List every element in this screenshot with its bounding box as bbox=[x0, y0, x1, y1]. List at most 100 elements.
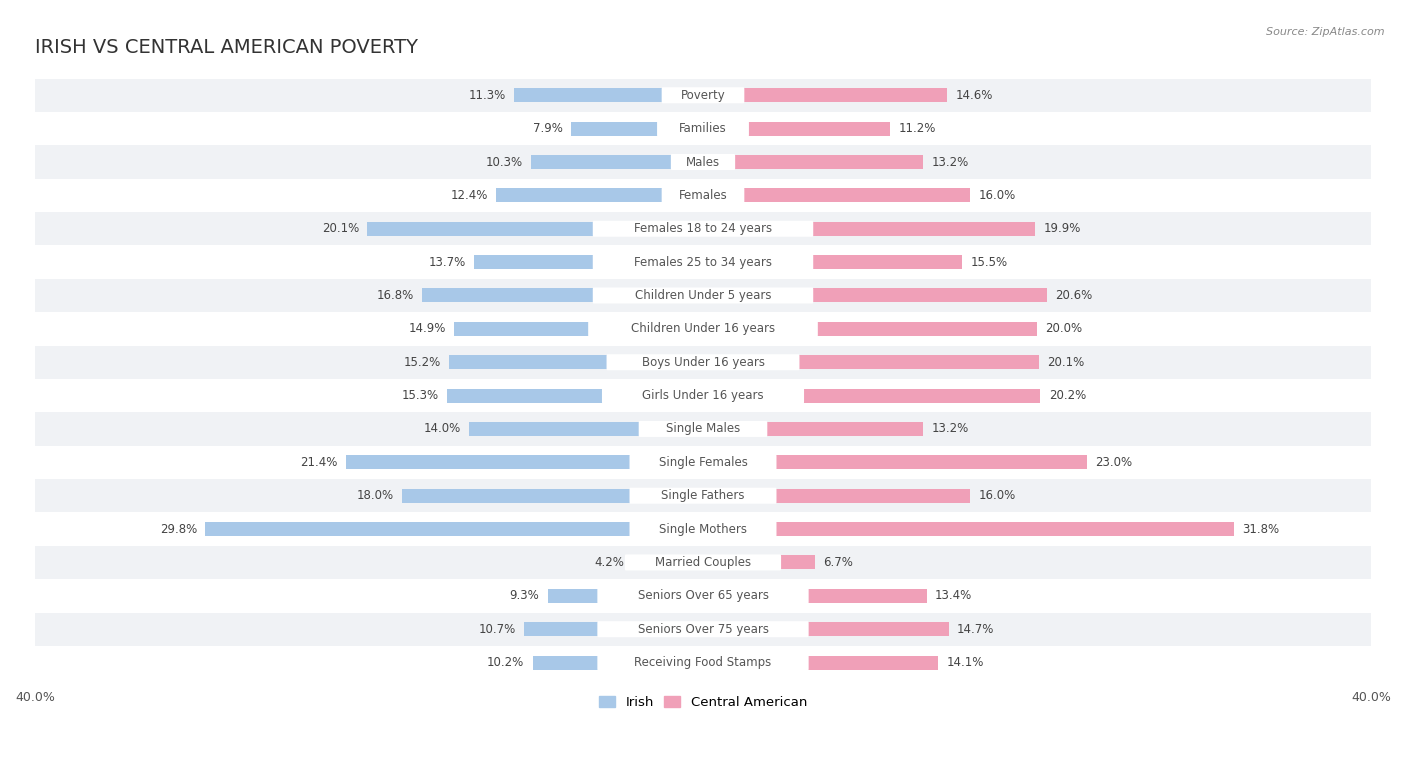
Bar bbox=[703, 356, 1039, 369]
FancyBboxPatch shape bbox=[624, 554, 782, 571]
Bar bbox=[703, 222, 1035, 236]
Text: 11.2%: 11.2% bbox=[898, 122, 936, 135]
Bar bbox=[470, 422, 703, 436]
Text: 14.6%: 14.6% bbox=[955, 89, 993, 102]
FancyBboxPatch shape bbox=[598, 655, 808, 671]
FancyBboxPatch shape bbox=[18, 112, 1388, 146]
Bar bbox=[205, 522, 703, 536]
Text: 16.8%: 16.8% bbox=[377, 289, 413, 302]
Text: 29.8%: 29.8% bbox=[160, 522, 197, 536]
Text: 6.7%: 6.7% bbox=[824, 556, 853, 569]
Text: Boys Under 16 years: Boys Under 16 years bbox=[641, 356, 765, 368]
Text: 20.1%: 20.1% bbox=[322, 222, 359, 235]
FancyBboxPatch shape bbox=[18, 612, 1388, 646]
FancyBboxPatch shape bbox=[18, 146, 1388, 179]
FancyBboxPatch shape bbox=[638, 421, 768, 437]
FancyBboxPatch shape bbox=[593, 254, 813, 270]
Text: 23.0%: 23.0% bbox=[1095, 456, 1133, 469]
Text: Families: Families bbox=[679, 122, 727, 135]
Text: 11.3%: 11.3% bbox=[468, 89, 506, 102]
Text: Females: Females bbox=[679, 189, 727, 202]
FancyBboxPatch shape bbox=[18, 479, 1388, 512]
FancyBboxPatch shape bbox=[598, 622, 808, 637]
Text: Females 25 to 34 years: Females 25 to 34 years bbox=[634, 255, 772, 268]
Text: 21.4%: 21.4% bbox=[299, 456, 337, 469]
Text: Single Fathers: Single Fathers bbox=[661, 489, 745, 503]
Text: 14.1%: 14.1% bbox=[946, 656, 984, 669]
Text: Single Mothers: Single Mothers bbox=[659, 522, 747, 536]
FancyBboxPatch shape bbox=[662, 87, 744, 103]
Text: Seniors Over 75 years: Seniors Over 75 years bbox=[637, 622, 769, 636]
FancyBboxPatch shape bbox=[18, 246, 1388, 279]
Bar bbox=[449, 356, 703, 369]
FancyBboxPatch shape bbox=[18, 646, 1388, 679]
FancyBboxPatch shape bbox=[630, 454, 776, 471]
Text: 10.7%: 10.7% bbox=[478, 622, 516, 636]
Bar bbox=[496, 189, 703, 202]
Bar bbox=[703, 88, 946, 102]
Text: 18.0%: 18.0% bbox=[357, 489, 394, 503]
Text: Poverty: Poverty bbox=[681, 89, 725, 102]
FancyBboxPatch shape bbox=[18, 312, 1388, 346]
FancyBboxPatch shape bbox=[18, 546, 1388, 579]
Text: 9.3%: 9.3% bbox=[509, 589, 540, 603]
Bar bbox=[367, 222, 703, 236]
Bar bbox=[447, 389, 703, 402]
Text: 13.2%: 13.2% bbox=[932, 422, 969, 436]
Bar bbox=[454, 322, 703, 336]
FancyBboxPatch shape bbox=[18, 579, 1388, 612]
Text: 7.9%: 7.9% bbox=[533, 122, 562, 135]
Bar bbox=[422, 289, 703, 302]
Text: Children Under 5 years: Children Under 5 years bbox=[634, 289, 772, 302]
Text: Source: ZipAtlas.com: Source: ZipAtlas.com bbox=[1267, 27, 1385, 36]
Bar bbox=[703, 322, 1038, 336]
FancyBboxPatch shape bbox=[18, 79, 1388, 112]
Bar bbox=[524, 622, 703, 636]
Text: 20.6%: 20.6% bbox=[1056, 289, 1092, 302]
Text: Children Under 16 years: Children Under 16 years bbox=[631, 322, 775, 335]
FancyBboxPatch shape bbox=[662, 187, 744, 203]
Text: 12.4%: 12.4% bbox=[450, 189, 488, 202]
FancyBboxPatch shape bbox=[598, 587, 808, 604]
Text: 10.3%: 10.3% bbox=[485, 155, 523, 168]
Text: Females 18 to 24 years: Females 18 to 24 years bbox=[634, 222, 772, 235]
FancyBboxPatch shape bbox=[671, 154, 735, 170]
Text: 14.0%: 14.0% bbox=[423, 422, 461, 436]
Text: 13.2%: 13.2% bbox=[932, 155, 969, 168]
FancyBboxPatch shape bbox=[18, 412, 1388, 446]
FancyBboxPatch shape bbox=[657, 121, 749, 136]
Text: 19.9%: 19.9% bbox=[1043, 222, 1081, 235]
FancyBboxPatch shape bbox=[630, 521, 776, 537]
Text: Single Females: Single Females bbox=[658, 456, 748, 469]
Text: 15.3%: 15.3% bbox=[402, 389, 439, 402]
Text: 14.7%: 14.7% bbox=[957, 622, 994, 636]
Text: Married Couples: Married Couples bbox=[655, 556, 751, 569]
Text: 10.2%: 10.2% bbox=[486, 656, 524, 669]
FancyBboxPatch shape bbox=[602, 387, 804, 403]
Bar bbox=[474, 255, 703, 269]
Bar bbox=[703, 189, 970, 202]
Text: 16.0%: 16.0% bbox=[979, 189, 1015, 202]
FancyBboxPatch shape bbox=[18, 512, 1388, 546]
Text: 31.8%: 31.8% bbox=[1243, 522, 1279, 536]
FancyBboxPatch shape bbox=[593, 287, 813, 303]
Bar bbox=[571, 121, 703, 136]
Text: 14.9%: 14.9% bbox=[408, 322, 446, 335]
Text: 13.7%: 13.7% bbox=[429, 255, 465, 268]
FancyBboxPatch shape bbox=[18, 179, 1388, 212]
Bar bbox=[703, 155, 924, 169]
Bar bbox=[402, 489, 703, 503]
Bar bbox=[533, 656, 703, 669]
Bar bbox=[346, 456, 703, 469]
Bar bbox=[703, 522, 1234, 536]
Text: Receiving Food Stamps: Receiving Food Stamps bbox=[634, 656, 772, 669]
Bar bbox=[703, 622, 949, 636]
Text: Single Males: Single Males bbox=[666, 422, 740, 436]
Bar bbox=[703, 589, 927, 603]
Bar bbox=[548, 589, 703, 603]
FancyBboxPatch shape bbox=[18, 212, 1388, 246]
FancyBboxPatch shape bbox=[630, 487, 776, 504]
Text: 4.2%: 4.2% bbox=[595, 556, 624, 569]
Bar bbox=[515, 88, 703, 102]
Text: 20.1%: 20.1% bbox=[1047, 356, 1084, 368]
